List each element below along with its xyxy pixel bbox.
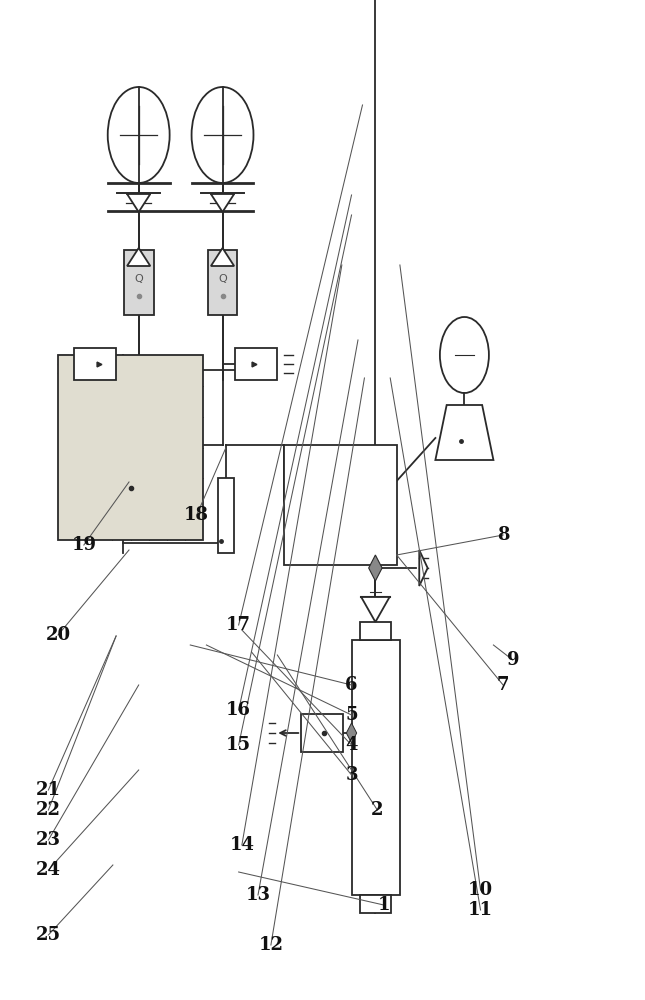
Text: 5: 5 [345, 706, 358, 724]
Text: 2: 2 [371, 801, 384, 819]
Text: 4: 4 [345, 736, 358, 754]
Text: 7: 7 [497, 676, 510, 694]
Bar [235, 348, 277, 380]
Bar [360, 895, 391, 913]
Polygon shape [127, 248, 150, 266]
Text: 11: 11 [468, 901, 493, 919]
Bar [352, 640, 400, 895]
Polygon shape [369, 555, 382, 581]
Text: 24: 24 [36, 861, 61, 879]
Text: 9: 9 [506, 651, 519, 669]
Bar [284, 445, 397, 565]
Bar [217, 478, 233, 552]
Polygon shape [127, 194, 150, 212]
Polygon shape [346, 723, 357, 743]
Bar [124, 250, 154, 315]
Text: Q: Q [135, 274, 143, 284]
Text: 17: 17 [226, 616, 251, 634]
Bar [208, 250, 237, 315]
Text: 3: 3 [345, 766, 358, 784]
Bar [58, 355, 203, 540]
Polygon shape [435, 405, 493, 460]
Polygon shape [419, 550, 428, 586]
Text: 10: 10 [468, 881, 493, 899]
Text: 18: 18 [184, 506, 209, 524]
Text: 13: 13 [246, 886, 270, 904]
Text: 20: 20 [46, 626, 70, 644]
Bar [360, 622, 391, 640]
Bar [74, 348, 116, 380]
Bar [301, 714, 343, 752]
Text: 21: 21 [36, 781, 61, 799]
Polygon shape [211, 248, 234, 266]
Polygon shape [361, 597, 390, 622]
Text: 19: 19 [72, 536, 96, 554]
Text: 6: 6 [345, 676, 358, 694]
Text: Q: Q [219, 274, 227, 284]
Text: 12: 12 [259, 936, 283, 954]
Text: 15: 15 [226, 736, 251, 754]
Text: 25: 25 [36, 926, 61, 944]
Polygon shape [211, 194, 234, 212]
Text: 22: 22 [36, 801, 61, 819]
Text: 1: 1 [377, 896, 390, 914]
Text: 23: 23 [36, 831, 61, 849]
Text: 8: 8 [497, 526, 510, 544]
Text: 14: 14 [230, 836, 254, 854]
Text: 16: 16 [226, 701, 251, 719]
